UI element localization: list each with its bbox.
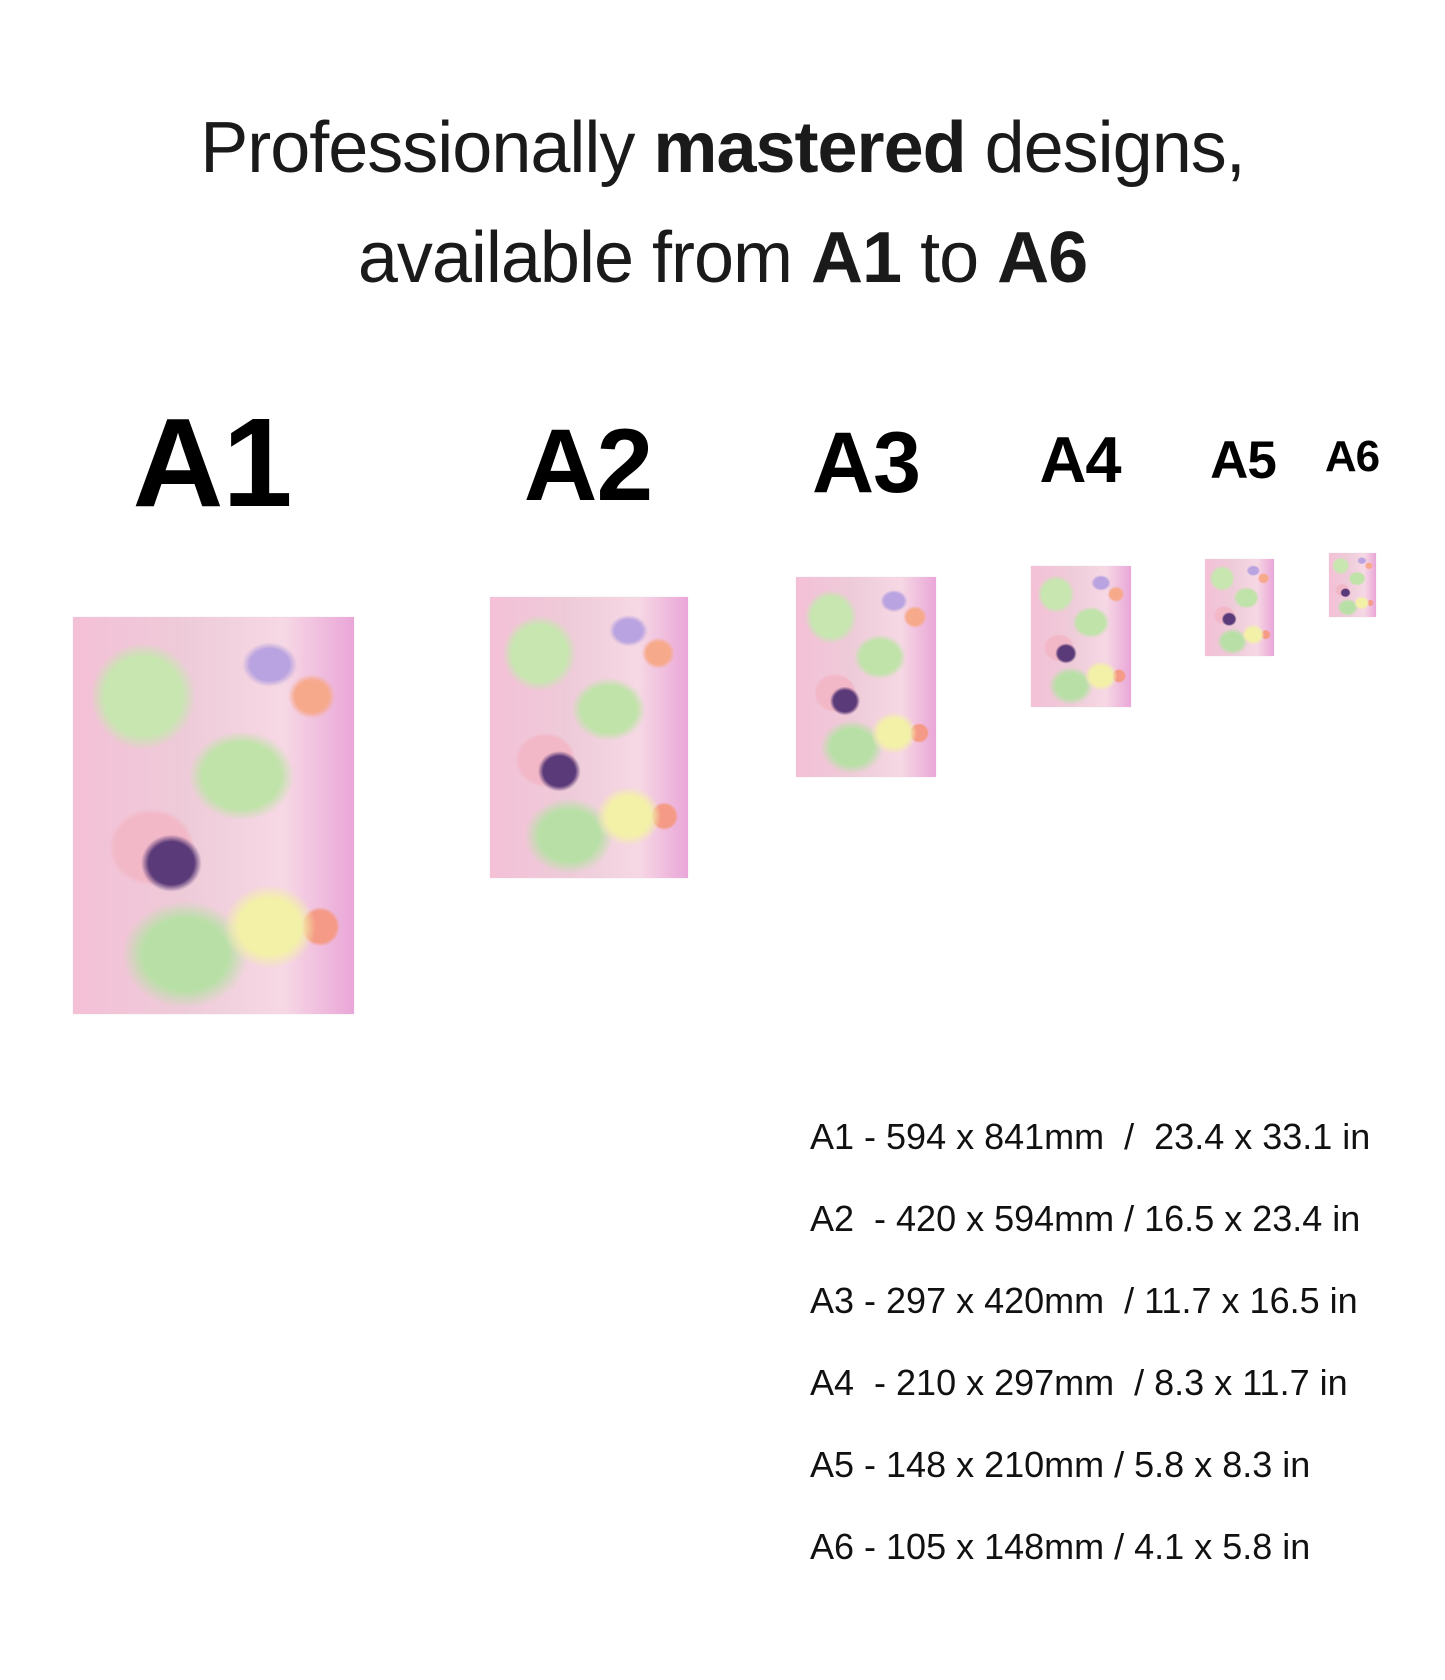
headline-bold: A1: [811, 218, 902, 298]
poster-preview-a2: [490, 597, 688, 878]
poster-preview-a1: [73, 617, 354, 1014]
poster-preview-a4: [1031, 566, 1131, 707]
headline-bold: mastered: [653, 108, 966, 188]
headline-text: available from: [357, 218, 812, 298]
poster-preview-a5: [1205, 559, 1274, 656]
size-spec-a2: A2 - 420 x 594mm / 16.5 x 23.4 in: [810, 1198, 1361, 1239]
size-spec-a4: A4 - 210 x 297mm / 8.3 x 11.7 in: [810, 1362, 1348, 1403]
size-label-a5: A5: [1210, 431, 1277, 490]
size-label-a1: A1: [132, 392, 292, 533]
headline-line-2: available from A1 to A6: [0, 222, 1445, 294]
headline-bold: A6: [997, 218, 1088, 298]
size-label-a4: A4: [1039, 423, 1121, 496]
size-label-a3: A3: [812, 415, 921, 511]
headline-text: to: [901, 218, 998, 298]
size-label-a6: A6: [1324, 432, 1380, 481]
size-spec-a5: A5 - 148 x 210mm / 5.8 x 8.3 in: [810, 1444, 1311, 1485]
headline-text: designs,: [965, 108, 1246, 188]
poster-preview-a3: [796, 577, 936, 777]
size-spec-a3: A3 - 297 x 420mm / 11.7 x 16.5 in: [810, 1280, 1358, 1321]
headline-text: Professionally: [200, 108, 654, 188]
poster-preview-a6: [1329, 553, 1376, 617]
size-spec-a6: A6 - 105 x 148mm / 4.1 x 5.8 in: [810, 1526, 1311, 1567]
headline-line-1: Professionally mastered designs,: [0, 112, 1445, 184]
size-label-a2: A2: [523, 408, 653, 522]
size-spec-a1: A1 - 594 x 841mm / 23.4 x 33.1 in: [810, 1116, 1371, 1157]
size-spec-list: A1 - 594 x 841mm / 23.4 x 33.1 in A2 - 4…: [810, 1096, 1370, 1588]
